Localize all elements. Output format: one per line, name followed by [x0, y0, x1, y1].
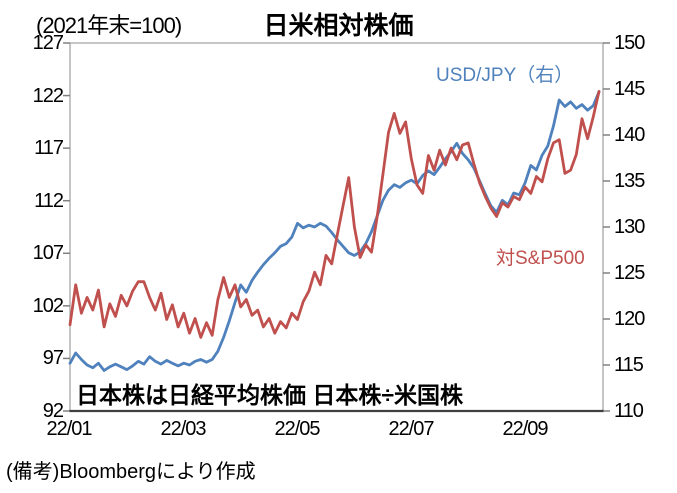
right-axis-tick-label: 140	[614, 124, 645, 146]
x-axis-tick-label: 22/03	[160, 418, 206, 440]
right-axis-tick-label: 135	[614, 170, 645, 192]
left-axis-tick-label: 112	[34, 190, 64, 212]
chart-title: 日米相対株価	[263, 12, 414, 40]
right-axis-tick-label: 125	[614, 262, 645, 284]
right-axis-tick-label: 115	[614, 354, 644, 376]
x-axis-tick-label: 22/05	[274, 418, 320, 440]
x-axis-tick-label: 22/07	[388, 418, 434, 440]
right-axis-tick-label: 130	[614, 216, 645, 238]
source-note: (備考)Bloombergにより作成	[6, 461, 256, 483]
left-axis-tick-label: 122	[32, 85, 64, 107]
left-axis-tick-label: 117	[34, 137, 64, 159]
x-axis-tick-label: 22/01	[46, 418, 92, 440]
legend-usdjpy-label: USD/JPY（右）	[436, 65, 574, 86]
legend-sp500-label: 対S&P500	[496, 248, 585, 269]
axis-unit-note: (2021年末=100)	[36, 13, 182, 38]
left-axis-tick-label: 92	[42, 400, 64, 422]
series-line-0	[68, 90, 601, 372]
left-axis-tick-label: 127	[32, 32, 64, 54]
x-axis-tick-label: 22/09	[502, 418, 548, 440]
left-axis-tick-label: 102	[32, 295, 64, 317]
series-line-1	[68, 90, 601, 339]
right-axis-tick-label: 120	[614, 308, 645, 330]
right-axis-tick-label: 110	[614, 400, 644, 422]
right-axis-tick-label: 145	[614, 78, 645, 100]
right-axis-tick-label: 150	[614, 32, 645, 54]
plot-annotation: 日本株は日経平均株価 日本株÷米国株	[76, 382, 464, 408]
left-axis-tick-label: 107	[32, 242, 64, 264]
left-axis-tick-label: 97	[42, 347, 64, 369]
